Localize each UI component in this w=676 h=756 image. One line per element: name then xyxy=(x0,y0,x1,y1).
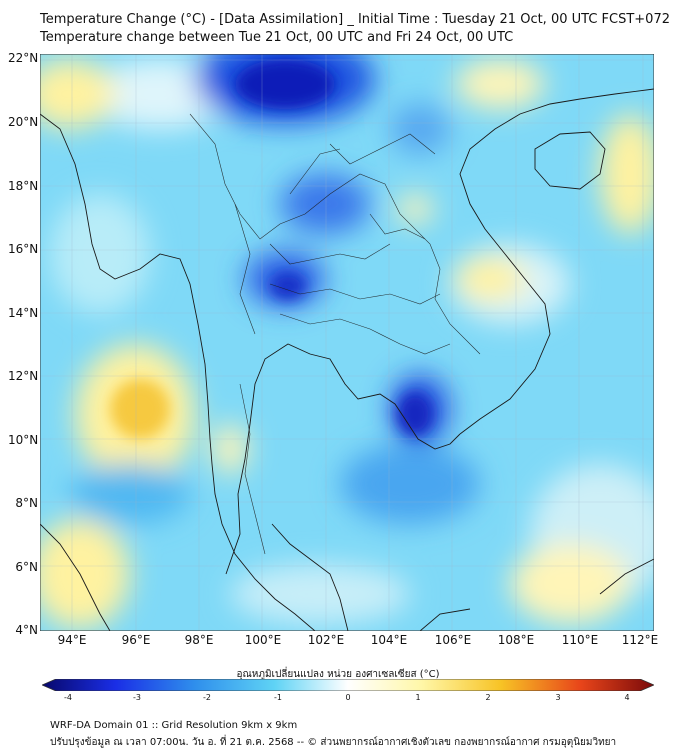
lat-label: 16°N xyxy=(8,242,39,256)
colorbar-tick-label: 4 xyxy=(624,693,630,702)
lon-label: 110°E xyxy=(561,633,599,647)
map-subtitle: Temperature change between Tue 21 Oct, 0… xyxy=(40,30,514,45)
lon-label: 104°E xyxy=(370,633,408,647)
colorbar xyxy=(42,679,654,691)
lon-label: 108°E xyxy=(497,633,535,647)
graticule xyxy=(40,54,654,631)
temperature-change-map xyxy=(40,54,654,631)
colorbar-tick-label: -1 xyxy=(274,693,282,702)
lon-label: 96°E xyxy=(121,633,151,647)
colorbar-tick-label: 1 xyxy=(415,693,421,702)
model-info: WRF-DA Domain 01 :: Grid Resolution 9km … xyxy=(50,720,298,731)
lon-label: 106°E xyxy=(434,633,472,647)
lat-label: 18°N xyxy=(8,179,39,193)
lon-label: 94°E xyxy=(57,633,87,647)
lat-label: 22°N xyxy=(8,51,39,65)
update-credit: ปรับปรุงข้อมูล ณ เวลา 07:00น. วัน อ. ที่… xyxy=(50,737,617,748)
colorbar-tick-label: 2 xyxy=(485,693,491,702)
lon-label: 102°E xyxy=(307,633,345,647)
colorbar-tick-label: -2 xyxy=(203,693,211,702)
colorbar-tick-label: 0 xyxy=(345,693,351,702)
colorbar-tick-label: 3 xyxy=(555,693,561,702)
lat-label: 6°N xyxy=(15,560,38,574)
lat-label: 4°N xyxy=(15,623,38,637)
lat-label: 8°N xyxy=(15,496,38,510)
lon-label: 98°E xyxy=(184,633,214,647)
colorbar-title: อุณหภูมิเปลี่ยนแปลง หน่วย องศาเซลเซียส (… xyxy=(236,669,440,680)
map-title: Temperature Change (°C) - [Data Assimila… xyxy=(40,12,670,27)
lat-label: 12°N xyxy=(8,369,39,383)
coastlines xyxy=(40,88,654,631)
lat-label: 20°N xyxy=(8,115,39,129)
colorbar-tick-label: -3 xyxy=(133,693,141,702)
lon-label: 112°E xyxy=(621,633,659,647)
lat-label: 14°N xyxy=(8,306,39,320)
lat-label: 10°N xyxy=(8,433,39,447)
colorbar-tick-label: -4 xyxy=(64,693,72,702)
admin-borders xyxy=(189,113,481,555)
lon-label: 100°E xyxy=(244,633,282,647)
temperature-field xyxy=(40,54,654,629)
